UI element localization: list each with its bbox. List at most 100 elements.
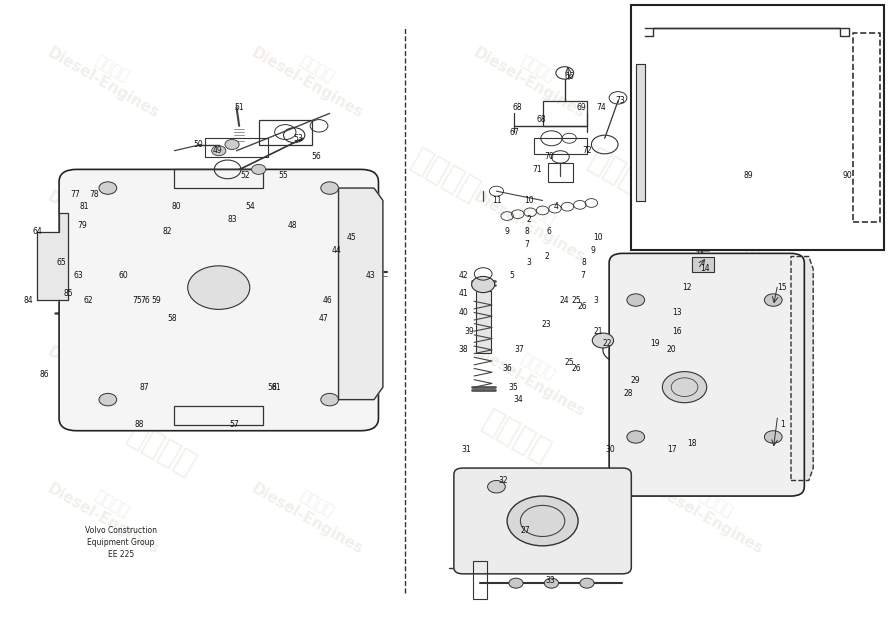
Text: 59: 59: [151, 296, 160, 304]
Text: 紫发动力
Diesel-Engines: 紫发动力 Diesel-Engines: [648, 31, 774, 122]
Text: 9: 9: [591, 246, 595, 255]
Text: 紫发动力
Diesel-Engines: 紫发动力 Diesel-Engines: [249, 329, 375, 421]
Text: 26: 26: [571, 364, 581, 373]
Text: 81: 81: [79, 202, 89, 211]
Bar: [476, 291, 491, 353]
Text: 85: 85: [63, 289, 73, 298]
Text: 70: 70: [545, 152, 554, 161]
Text: 55: 55: [279, 171, 288, 180]
Circle shape: [99, 393, 117, 406]
Circle shape: [627, 431, 644, 443]
Text: 紫发动力: 紫发动力: [300, 269, 377, 331]
Text: 53: 53: [294, 134, 303, 142]
Circle shape: [320, 393, 338, 406]
Text: 紫发动力: 紫发动力: [122, 419, 200, 480]
Text: 87: 87: [140, 382, 149, 392]
Text: 89: 89: [744, 171, 753, 180]
Bar: [534, 138, 587, 154]
Circle shape: [507, 496, 578, 546]
FancyBboxPatch shape: [454, 468, 631, 574]
Text: 58: 58: [167, 314, 176, 323]
Text: 62: 62: [84, 296, 93, 304]
Text: 37: 37: [514, 346, 524, 354]
Bar: [548, 163, 573, 182]
FancyBboxPatch shape: [609, 253, 805, 496]
Text: 39: 39: [464, 327, 473, 336]
Text: 49: 49: [213, 146, 222, 155]
Text: 10: 10: [524, 196, 534, 205]
Bar: [174, 406, 263, 424]
Text: 11: 11: [491, 196, 501, 205]
Circle shape: [627, 294, 644, 306]
Text: 8: 8: [524, 227, 529, 236]
Text: 34: 34: [514, 395, 523, 404]
Text: 紫发动力: 紫发动力: [122, 269, 200, 331]
Circle shape: [580, 578, 594, 588]
Text: 30: 30: [605, 445, 615, 454]
Text: 71: 71: [532, 165, 542, 174]
Text: 紫发动力
Diesel-Engines: 紫发动力 Diesel-Engines: [648, 329, 774, 421]
Polygon shape: [36, 213, 68, 300]
Bar: [631, 4, 884, 250]
Text: 17: 17: [668, 445, 677, 454]
Text: 54: 54: [245, 202, 255, 211]
Bar: [473, 561, 487, 599]
Text: 57: 57: [229, 420, 239, 429]
Text: 紫发动力
Diesel-Engines: 紫发动力 Diesel-Engines: [249, 31, 375, 122]
Text: 12: 12: [683, 283, 692, 292]
Text: 紫发动力
Diesel-Engines: 紫发动力 Diesel-Engines: [471, 466, 596, 558]
Text: 紫发动力
Diesel-Engines: 紫发动力 Diesel-Engines: [471, 174, 596, 265]
Text: 紫发动力
Diesel-Engines: 紫发动力 Diesel-Engines: [471, 31, 596, 122]
Text: 8: 8: [582, 258, 587, 268]
Circle shape: [662, 372, 707, 402]
Text: 1: 1: [780, 420, 784, 429]
Polygon shape: [791, 256, 813, 481]
Text: 3: 3: [594, 296, 598, 304]
Text: 26: 26: [578, 302, 587, 311]
Text: 4: 4: [554, 202, 558, 211]
Polygon shape: [635, 64, 644, 201]
Text: 38: 38: [459, 346, 468, 354]
Text: 40: 40: [458, 308, 468, 317]
Polygon shape: [338, 188, 383, 399]
Circle shape: [545, 578, 559, 588]
Bar: [543, 101, 587, 126]
FancyBboxPatch shape: [59, 169, 378, 431]
Text: 77: 77: [70, 190, 80, 199]
Text: 52: 52: [240, 171, 250, 180]
Circle shape: [252, 164, 266, 174]
Text: 60: 60: [119, 271, 129, 279]
Text: 43: 43: [366, 271, 376, 279]
Bar: [649, 26, 862, 232]
Bar: [259, 119, 312, 144]
Circle shape: [212, 146, 226, 156]
Text: 73: 73: [616, 96, 626, 106]
Text: 紫发动力
Diesel-Engines: 紫发动力 Diesel-Engines: [648, 466, 774, 558]
Text: 46: 46: [323, 296, 333, 304]
Text: 44: 44: [332, 246, 342, 255]
Text: 23: 23: [541, 321, 551, 329]
Text: 76: 76: [141, 296, 150, 304]
Circle shape: [488, 481, 506, 493]
Circle shape: [765, 294, 782, 306]
Text: 82: 82: [163, 227, 172, 236]
Text: 69: 69: [577, 102, 587, 112]
Text: 5: 5: [509, 271, 514, 279]
Circle shape: [765, 431, 782, 443]
Text: 47: 47: [319, 314, 328, 323]
Text: 61: 61: [271, 382, 281, 392]
Bar: [692, 256, 714, 272]
Text: 31: 31: [462, 445, 471, 454]
Text: 24: 24: [560, 296, 570, 304]
Text: 6: 6: [546, 227, 551, 236]
Text: 18: 18: [687, 439, 696, 448]
Text: 86: 86: [39, 370, 49, 379]
Text: 78: 78: [89, 190, 99, 199]
Text: 紫发动力
Diesel-Engines: 紫发动力 Diesel-Engines: [249, 174, 375, 265]
Text: 2: 2: [545, 252, 549, 261]
Text: 80: 80: [172, 202, 181, 211]
Text: 紫发动力
Diesel-Engines: 紫发动力 Diesel-Engines: [249, 466, 375, 558]
Text: 15: 15: [777, 283, 787, 292]
Text: 20: 20: [667, 346, 676, 354]
Text: 紫发动力
Diesel-Engines: 紫发动力 Diesel-Engines: [45, 466, 171, 558]
